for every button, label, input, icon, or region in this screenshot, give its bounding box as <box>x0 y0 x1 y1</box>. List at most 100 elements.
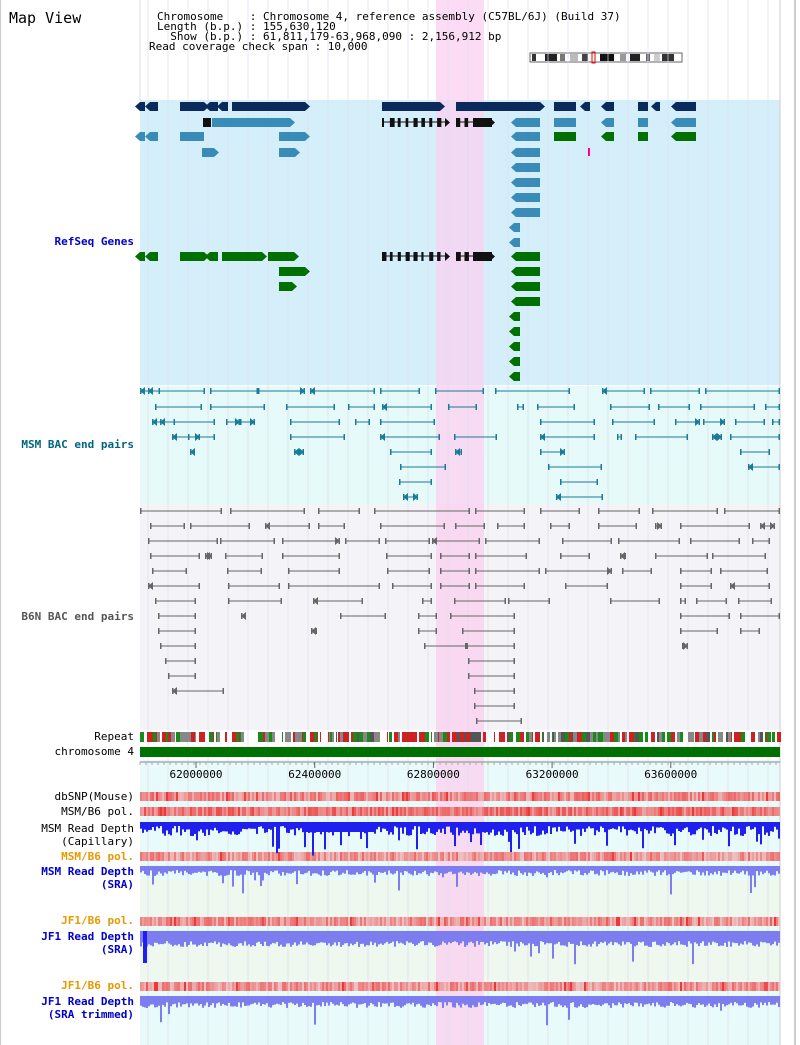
heat-cell <box>152 852 154 861</box>
depth-bar <box>186 866 188 873</box>
depth-bar <box>192 822 194 836</box>
bac-end-marker <box>513 703 515 709</box>
bac-end-marker <box>158 628 160 634</box>
depth-bar <box>172 996 174 1005</box>
repeat-element <box>633 732 634 742</box>
heat-cell <box>286 917 288 926</box>
depth-bar <box>198 822 200 832</box>
heat-cell <box>266 792 268 801</box>
depth-bar <box>714 866 716 872</box>
heat-cell <box>390 917 392 926</box>
heat-cell <box>776 792 778 801</box>
gene-arrow <box>509 327 514 336</box>
depth-bar <box>730 996 732 1003</box>
depth-bar <box>564 866 566 873</box>
depth-bar <box>292 931 294 945</box>
bac-end-marker <box>705 388 707 394</box>
gene-arrow <box>305 132 310 141</box>
depth-bar <box>630 822 632 830</box>
bac-end-pair <box>540 433 595 441</box>
depth-bar <box>430 931 432 943</box>
depth-bar <box>650 822 652 831</box>
depth-bar <box>378 822 380 827</box>
heat-cell <box>420 807 422 816</box>
depth-bar <box>140 822 142 829</box>
depth-bar <box>514 931 516 952</box>
heat-cell <box>722 852 724 861</box>
heat-cell <box>272 917 274 926</box>
heat-cell <box>462 807 464 816</box>
heat-cell <box>322 852 324 861</box>
depth-bar <box>300 866 302 875</box>
heat-cell <box>480 982 482 991</box>
depth-bar <box>496 822 498 835</box>
heat-cell <box>240 807 242 816</box>
heat-cell <box>470 982 472 991</box>
heat-cell <box>626 792 628 801</box>
depth-bar <box>636 822 638 834</box>
depth-bar <box>612 931 614 946</box>
heat-cell <box>534 852 536 861</box>
bac-end-marker <box>772 419 774 425</box>
gene-body <box>516 148 540 157</box>
heat-cell <box>146 982 148 991</box>
bac-end-marker <box>152 568 154 574</box>
heat-cell <box>692 982 694 991</box>
depth-bar <box>738 996 740 1006</box>
heat-cell <box>758 917 760 926</box>
depth-bar <box>722 866 724 873</box>
depth-bar <box>468 866 470 873</box>
bac-end-pair <box>382 403 432 411</box>
heat-cell <box>398 917 400 926</box>
depth-bar <box>320 931 322 943</box>
depth-bar <box>754 866 756 888</box>
bac-end-marker <box>778 508 780 514</box>
heat-cell <box>356 792 358 801</box>
bac-end-marker <box>648 404 650 410</box>
bac-end-marker <box>282 538 284 544</box>
depth-bar <box>396 822 398 828</box>
gene-arrow <box>509 223 514 232</box>
heat-cell <box>488 917 490 926</box>
repeat-element <box>499 732 500 742</box>
depth-bar <box>382 866 384 873</box>
heat-cell <box>610 852 612 861</box>
heat-cell <box>404 792 406 801</box>
depth-bar <box>720 931 722 946</box>
heat-cell <box>302 917 304 926</box>
depth-bar <box>504 822 506 830</box>
refseq-gene <box>279 282 297 291</box>
heat-cell <box>438 792 440 801</box>
bac-end-arrow <box>310 387 315 395</box>
heat-cell <box>414 982 416 991</box>
heat-cell <box>338 982 340 991</box>
heat-cell <box>660 917 662 926</box>
heat-cell <box>238 982 240 991</box>
depth-bar <box>254 996 256 1003</box>
depth-bar <box>692 866 694 875</box>
heat-cell <box>694 807 696 816</box>
heat-cell <box>218 792 220 801</box>
heat-cell <box>346 982 348 991</box>
bac-end-marker <box>612 419 614 425</box>
refseq-gene <box>474 118 492 127</box>
bac-end-pair <box>241 612 246 620</box>
heat-cell <box>558 792 560 801</box>
depth-bar <box>224 931 226 945</box>
heat-cell <box>424 807 426 816</box>
heat-cell <box>206 852 208 861</box>
heat-cell <box>352 917 354 926</box>
bac-end-marker <box>373 404 375 410</box>
depth-bar <box>750 931 752 943</box>
depth-bar <box>686 866 688 872</box>
depth-bar <box>192 996 194 1006</box>
depth-bar <box>760 931 762 942</box>
heat-cell <box>398 792 400 801</box>
heat-cell <box>534 792 536 801</box>
depth-bar <box>554 866 556 871</box>
depth-bar <box>586 931 588 947</box>
heat-cell <box>604 807 606 816</box>
bac-end-pair <box>258 387 305 395</box>
depth-bar <box>688 996 690 1004</box>
